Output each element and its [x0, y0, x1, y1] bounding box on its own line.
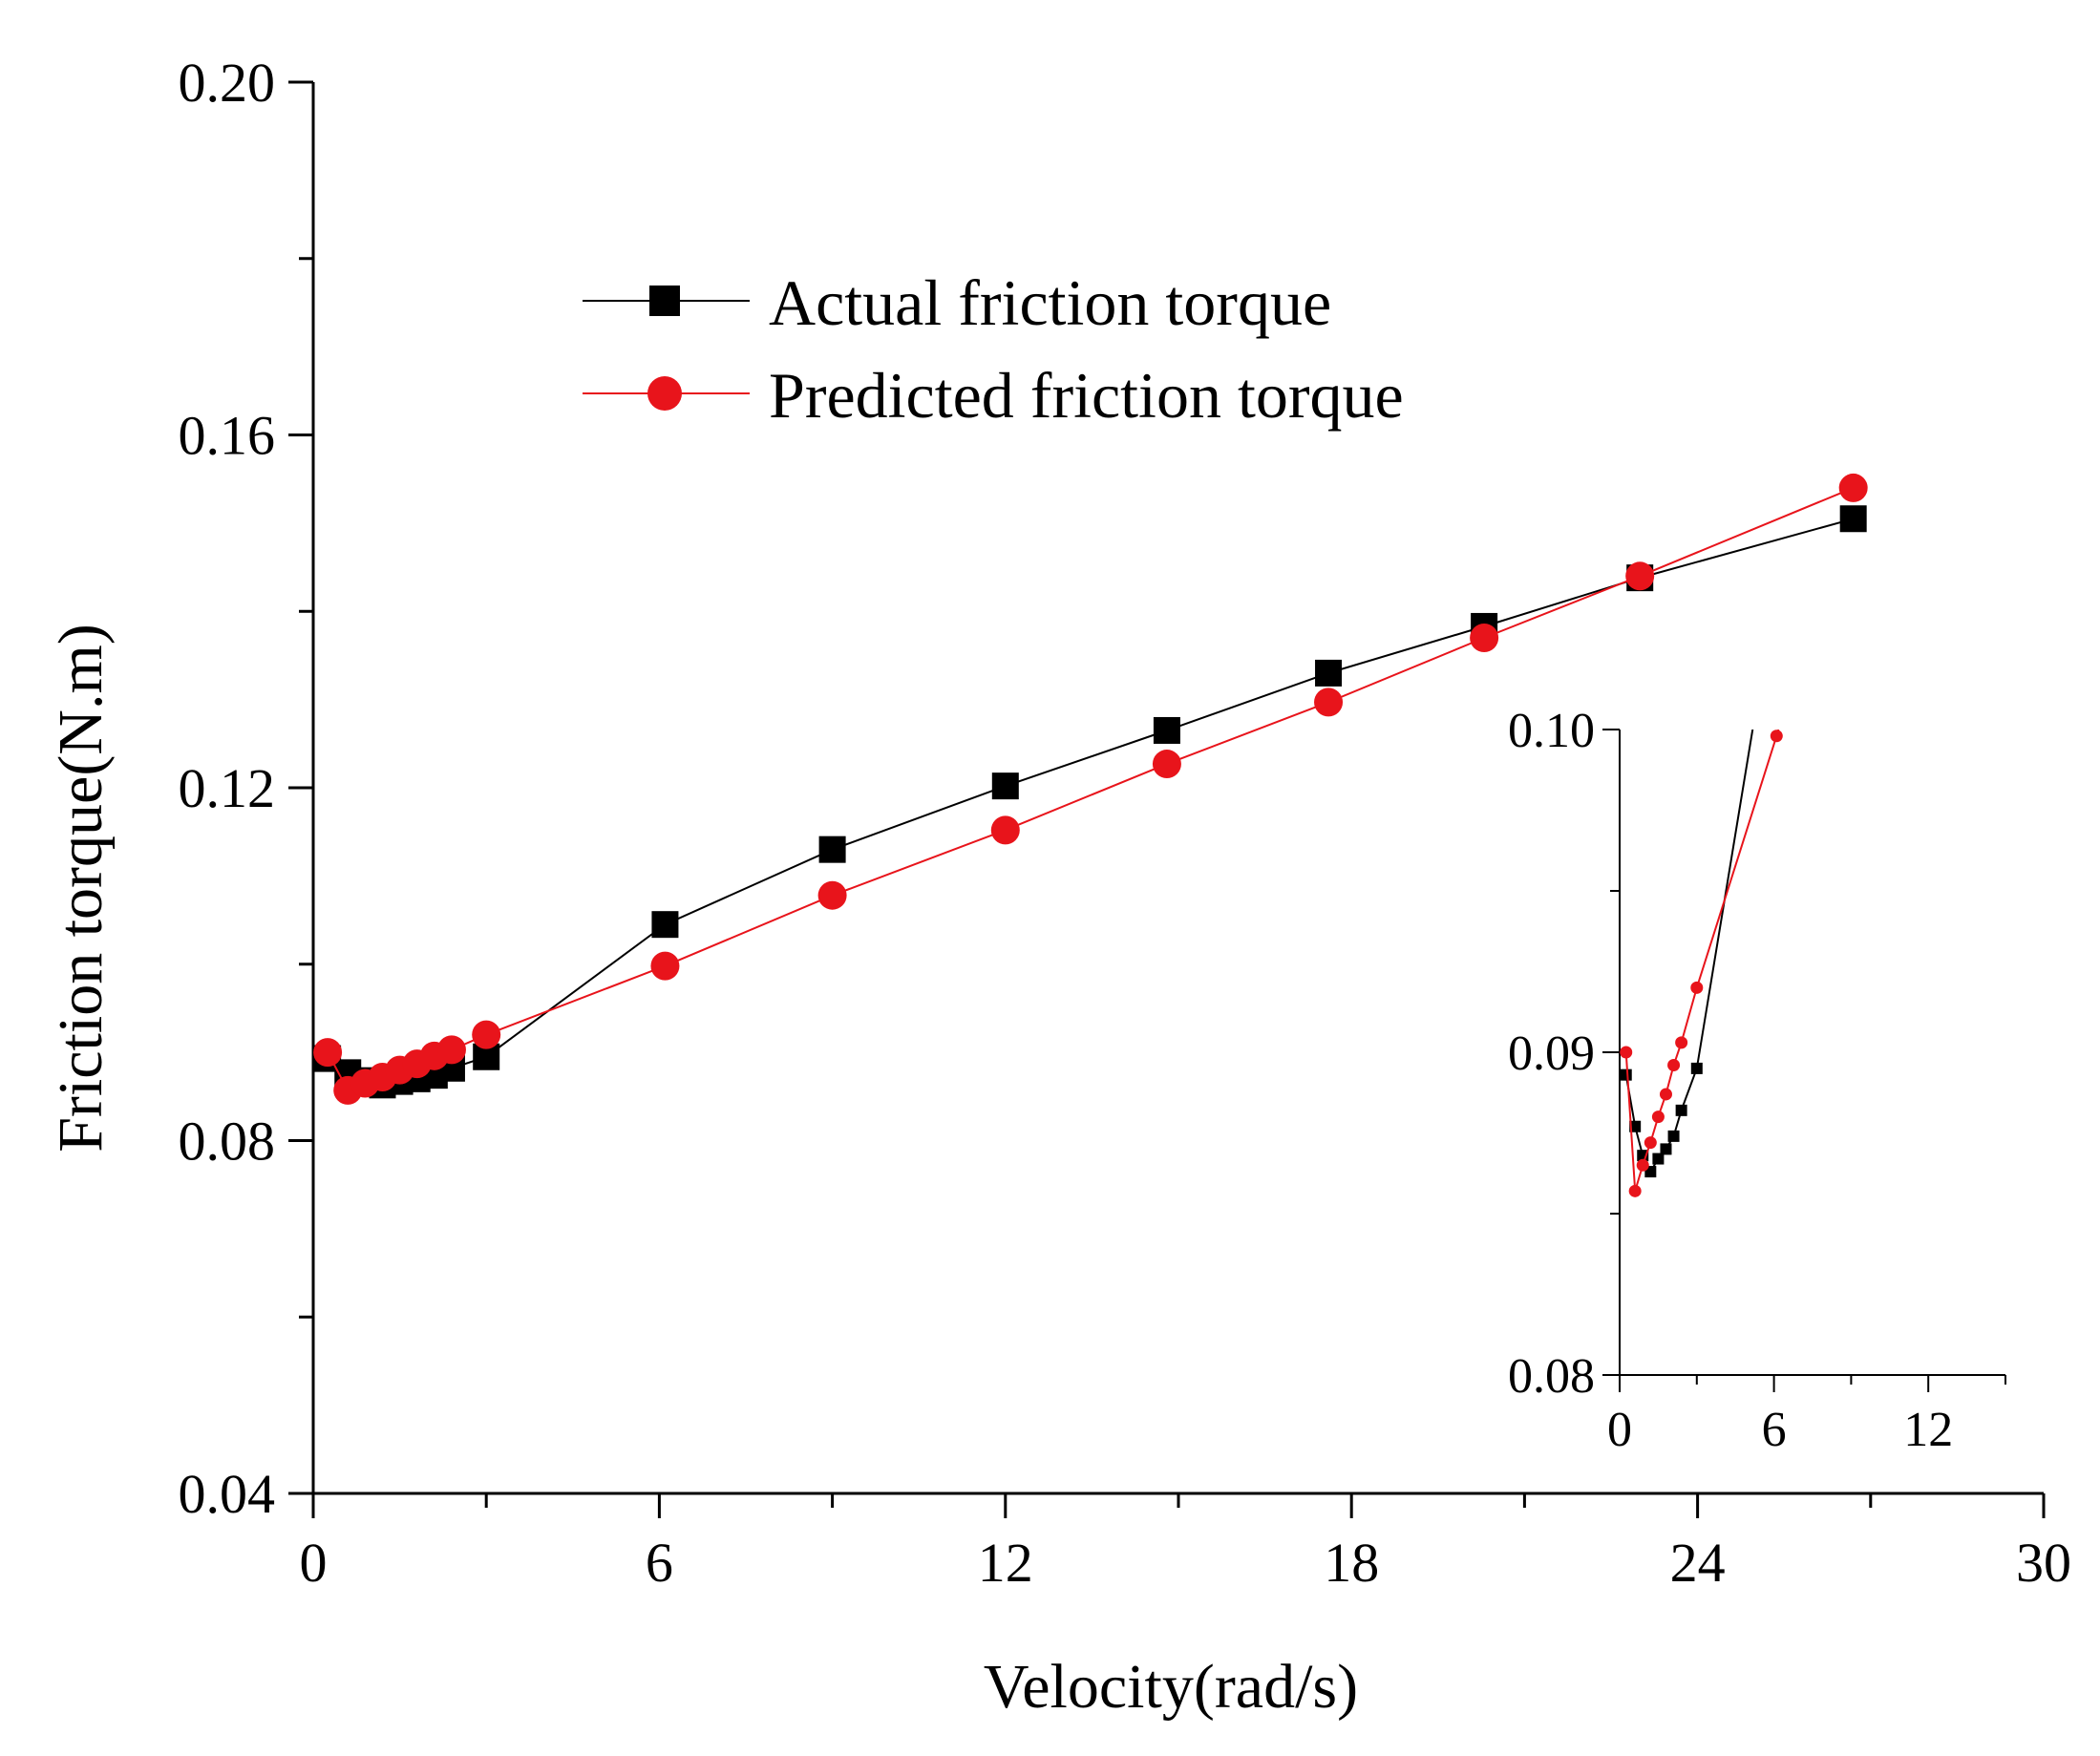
predicted-point	[990, 815, 1020, 845]
inset-predicted-point	[1690, 981, 1704, 994]
inset-actual-point	[1620, 1068, 1632, 1081]
inset-predicted-point	[1628, 1184, 1642, 1197]
inset-x-tick-label: 0	[1607, 1403, 1632, 1457]
x-tick-label: 24	[1670, 1532, 1726, 1594]
predicted-point	[1152, 750, 1181, 779]
inset-actual-point	[1629, 1120, 1642, 1132]
legend-marker-actual	[649, 286, 680, 316]
inset-series-line-predicted	[1624, 730, 1780, 1192]
y-axis-title: Friction torque(N.m)	[46, 624, 116, 1153]
inset-x-tick-label: 6	[1762, 1403, 1787, 1457]
legend-marker-predicted	[647, 376, 682, 411]
predicted-point	[1625, 561, 1655, 591]
series-line-actual	[327, 518, 1854, 1087]
inset-predicted-point	[1675, 1036, 1688, 1049]
inset-actual-point	[1675, 1104, 1687, 1116]
actual-point	[991, 772, 1019, 800]
predicted-point	[1314, 688, 1344, 717]
predicted-point	[817, 880, 847, 910]
predicted-point	[1838, 473, 1868, 502]
inset-predicted-point	[1651, 1111, 1665, 1124]
x-tick-label: 18	[1324, 1532, 1379, 1594]
y-tick-label: 0.04	[179, 1463, 276, 1525]
predicted-point	[650, 951, 680, 981]
inset-predicted-point	[1644, 1136, 1657, 1150]
actual-point	[1315, 659, 1343, 687]
y-tick-label: 0.20	[179, 52, 276, 114]
x-tick-label: 30	[2016, 1532, 2071, 1594]
predicted-point	[1470, 623, 1499, 652]
inset-predicted-point	[1636, 1158, 1649, 1172]
inset-actual-point	[1667, 1130, 1680, 1142]
inset-series	[1620, 730, 1783, 1197]
x-axis-title: Velocity(rad/s)	[984, 1652, 1358, 1722]
predicted-point	[313, 1038, 343, 1068]
main-axes: 0 6 12 18 24 30 0.04 0.08 0.12 0.16 0.20	[179, 52, 2072, 1594]
y-tick-label: 0.08	[179, 1111, 276, 1173]
actual-point	[1839, 505, 1867, 533]
actual-point	[651, 911, 679, 939]
inset-actual-point	[1652, 1153, 1665, 1165]
series-line-predicted	[327, 486, 1855, 1092]
inset-y-tick-label: 0.08	[1508, 1349, 1595, 1404]
legend-label-predicted: Predicted friction torque	[769, 359, 1404, 432]
inset-predicted-point	[1659, 1088, 1672, 1101]
main-series	[313, 473, 1868, 1105]
inset-series-line-actual	[1624, 730, 1754, 1174]
actual-point	[1153, 716, 1180, 744]
legend: Actual friction torque Predicted frictio…	[583, 266, 1404, 432]
legend-label-actual: Actual friction torque	[769, 266, 1331, 339]
inset-y-tick-label: 0.10	[1508, 704, 1595, 758]
x-tick-label: 6	[646, 1532, 673, 1594]
x-tick-label: 12	[978, 1532, 1033, 1594]
inset-y-tick-label: 0.09	[1508, 1026, 1595, 1081]
inset-predicted-point	[1620, 1046, 1633, 1059]
actual-point	[818, 836, 846, 863]
inset-x-tick-label: 12	[1903, 1403, 1953, 1457]
x-tick-label: 0	[300, 1532, 328, 1594]
predicted-point	[436, 1035, 466, 1065]
inset-predicted-point	[1667, 1059, 1681, 1072]
inset-actual-point	[1690, 1062, 1703, 1074]
inset-axes: 0 6 12 0.08 0.09 0.10	[1508, 704, 2006, 1457]
inset-actual-point	[1660, 1143, 1672, 1155]
inset-predicted-point	[1770, 730, 1783, 743]
y-tick-label: 0.16	[179, 405, 276, 467]
y-tick-label: 0.12	[179, 757, 276, 819]
predicted-point	[472, 1020, 501, 1049]
